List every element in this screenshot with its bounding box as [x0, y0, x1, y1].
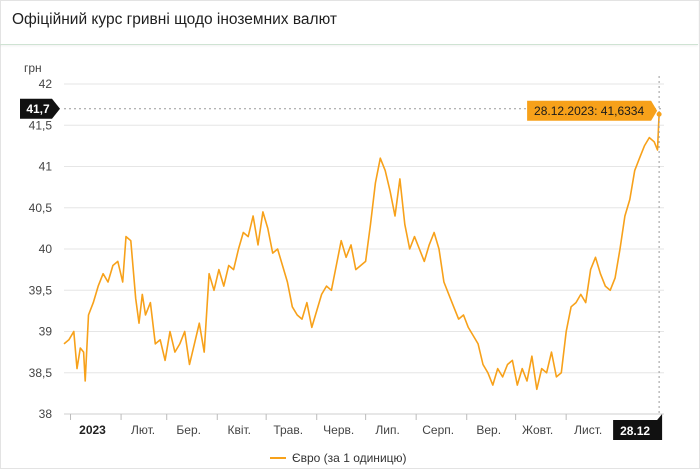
- y-tick-label: 39,5: [29, 283, 53, 297]
- legend-swatch-euro: [270, 457, 286, 459]
- x-tick-label: 2023: [79, 423, 106, 437]
- x-axis: 2023 Лют. Бер. Квіт. Трав. Черв. Лип. Серп. Вер.…: [70, 414, 602, 437]
- x-tick-label: Лют.: [131, 423, 155, 437]
- y-tick-label: 41: [39, 160, 53, 174]
- x-tick-label: Лист.: [574, 423, 602, 437]
- x-tick-label: Черв.: [323, 423, 354, 437]
- grid: [64, 83, 664, 415]
- series-end-point: [656, 111, 662, 117]
- page-title: Офіційний курс гривні щодо іноземних вал…: [12, 11, 337, 28]
- crosshair-x-value: 28.12: [620, 424, 650, 438]
- y-tick-label: 42: [39, 77, 53, 91]
- y-tick-label: 41,5: [29, 118, 53, 132]
- y-axis-label: грн: [24, 61, 42, 75]
- legend-label-euro: Євро (за 1 одиницю): [292, 451, 407, 465]
- crosshair: 41,7 28.12 28.12.2023: 41,6334: [20, 76, 664, 440]
- legend[interactable]: Євро (за 1 одиницю): [270, 450, 407, 466]
- y-tick-label: 38: [39, 407, 53, 421]
- y-tick-label: 38,5: [29, 366, 53, 380]
- x-tick-label: Вер.: [476, 423, 501, 437]
- y-axis: 38 38,5 39 39,5 40 40,5 41 41,5 42: [29, 77, 53, 421]
- x-tick-label: Трав.: [273, 423, 303, 437]
- y-tick-label: 40: [39, 242, 53, 256]
- x-tick-label: Серп.: [422, 423, 454, 437]
- y-tick-label: 39: [39, 325, 53, 339]
- series-line-euro[interactable]: [63, 114, 660, 391]
- x-tick-label: Квіт.: [227, 423, 251, 437]
- tooltip-box: [527, 100, 658, 121]
- crosshair-x-badge: [613, 414, 663, 440]
- x-tick-label: Лип.: [375, 423, 399, 437]
- chart-header: Офіційний курс гривні щодо іноземних вал…: [0, 0, 698, 45]
- crosshair-y-value: 41,7: [26, 102, 50, 116]
- x-tick-label: Бер.: [176, 423, 201, 437]
- y-tick-label: 40,5: [29, 201, 53, 215]
- x-tick-label: Жовт.: [522, 423, 553, 437]
- tooltip-text: 28.12.2023: 41,6334: [534, 104, 644, 118]
- crosshair-y-badge: [20, 98, 60, 119]
